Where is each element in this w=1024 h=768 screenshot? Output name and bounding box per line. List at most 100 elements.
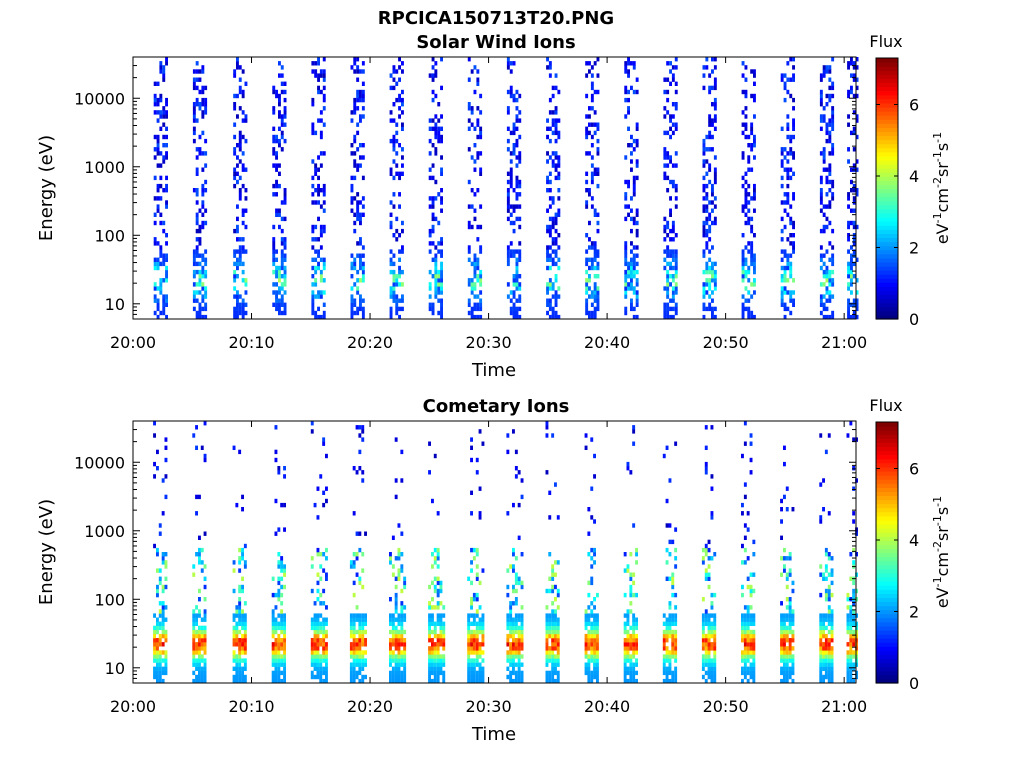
heatmap-cell bbox=[792, 196, 795, 201]
heatmap-cell bbox=[520, 654, 524, 659]
heatmap-cell bbox=[707, 646, 711, 651]
heatmap-cell bbox=[434, 261, 438, 267]
heatmap-cell bbox=[479, 126, 483, 131]
heatmap-cell bbox=[632, 147, 636, 152]
heatmap-cell bbox=[203, 642, 207, 647]
heatmap-cell bbox=[325, 621, 328, 626]
heatmap-cell bbox=[156, 642, 159, 647]
heatmap-cell bbox=[789, 310, 793, 316]
heatmap-cell bbox=[272, 147, 276, 152]
heatmap-cell bbox=[783, 147, 787, 152]
heatmap-cell bbox=[623, 662, 627, 667]
heatmap-cell bbox=[319, 274, 323, 279]
heatmap-cell bbox=[753, 314, 756, 320]
heatmap-cell bbox=[828, 85, 832, 91]
heatmap-cell bbox=[753, 155, 756, 160]
heatmap-cell bbox=[481, 613, 485, 618]
heatmap-cell bbox=[850, 167, 853, 172]
heatmap-cell bbox=[236, 261, 239, 267]
colorbar-segment bbox=[876, 172, 898, 177]
heatmap-cell bbox=[475, 629, 479, 635]
heatmap-cell bbox=[587, 666, 591, 671]
heatmap-cell bbox=[238, 654, 242, 659]
heatmap-cell bbox=[635, 143, 639, 148]
heatmap-cell bbox=[783, 642, 786, 647]
heatmap-cell bbox=[478, 650, 482, 655]
heatmap-cell bbox=[319, 290, 323, 295]
heatmap-cell bbox=[283, 633, 286, 639]
heatmap-cell bbox=[361, 269, 365, 275]
heatmap-cell bbox=[201, 102, 205, 107]
heatmap-cell bbox=[831, 183, 835, 189]
heatmap-cell bbox=[316, 625, 320, 631]
heatmap-cell bbox=[476, 278, 480, 283]
heatmap-cell bbox=[828, 257, 832, 262]
heatmap-cell bbox=[203, 617, 207, 622]
heatmap-cell bbox=[358, 629, 362, 635]
heatmap-cell bbox=[394, 678, 398, 684]
heatmap-cell bbox=[198, 134, 202, 140]
heatmap-cell bbox=[635, 617, 638, 622]
heatmap-cell bbox=[830, 568, 834, 573]
heatmap-cell bbox=[192, 433, 196, 438]
heatmap-cell bbox=[674, 678, 678, 684]
heatmap-cell bbox=[514, 638, 518, 643]
colorbar-segment bbox=[876, 123, 898, 128]
heatmap-cell bbox=[437, 138, 441, 144]
x-tick-label: 20:50 bbox=[703, 697, 749, 716]
heatmap-cell bbox=[356, 290, 360, 295]
heatmap-cell bbox=[238, 629, 242, 635]
colorbar-segment bbox=[876, 519, 898, 525]
colorbar-segment bbox=[876, 475, 898, 480]
heatmap-cell bbox=[280, 118, 284, 123]
heatmap-cell bbox=[627, 61, 630, 66]
heatmap-cell bbox=[192, 290, 196, 295]
heatmap-cell bbox=[479, 130, 483, 136]
heatmap-cell bbox=[635, 621, 638, 626]
heatmap-cell bbox=[476, 294, 480, 299]
heatmap-cell bbox=[158, 523, 162, 528]
heatmap-cell bbox=[548, 110, 552, 115]
heatmap-cell bbox=[316, 642, 320, 647]
heatmap-cell bbox=[201, 192, 205, 197]
heatmap-cell bbox=[356, 163, 360, 168]
heatmap-cell bbox=[626, 670, 630, 676]
heatmap-cell bbox=[635, 163, 639, 168]
heatmap-cell bbox=[431, 498, 434, 504]
heatmap-cell bbox=[433, 670, 437, 676]
heatmap-cell bbox=[158, 642, 162, 647]
heatmap-cell bbox=[847, 249, 850, 254]
heatmap-cell bbox=[635, 650, 638, 655]
heatmap-cell bbox=[556, 654, 560, 659]
heatmap-cell bbox=[749, 629, 753, 635]
heatmap-cell bbox=[395, 216, 399, 222]
heatmap-cell bbox=[322, 257, 326, 262]
heatmap-cell bbox=[669, 249, 672, 254]
heatmap-cell bbox=[278, 73, 281, 78]
heatmap-cell bbox=[283, 662, 286, 667]
heatmap-cell bbox=[397, 552, 401, 557]
heatmap-cell bbox=[389, 552, 392, 557]
heatmap-cell bbox=[783, 167, 787, 172]
heatmap-cell bbox=[200, 666, 204, 671]
heatmap-cell bbox=[852, 220, 856, 226]
heatmap-cell bbox=[475, 646, 479, 651]
heatmap-cell bbox=[159, 175, 163, 181]
heatmap-cell bbox=[713, 261, 717, 267]
heatmap-cell bbox=[590, 143, 594, 148]
heatmap-cell bbox=[358, 638, 362, 643]
heatmap-cell bbox=[785, 662, 789, 667]
heatmap-cell bbox=[514, 678, 518, 684]
heatmap-cell bbox=[243, 560, 247, 565]
heatmap-cell bbox=[201, 220, 205, 226]
heatmap-cell bbox=[822, 674, 825, 680]
heatmap-cell bbox=[428, 601, 431, 606]
heatmap-cell bbox=[783, 249, 787, 254]
heatmap-cell bbox=[850, 274, 853, 279]
heatmap-cell bbox=[233, 249, 237, 254]
heatmap-cell bbox=[792, 241, 795, 246]
y-axis-label-solar-wind: Energy (eV) bbox=[36, 135, 57, 241]
heatmap-cell bbox=[353, 196, 357, 201]
heatmap-cell bbox=[316, 670, 320, 676]
heatmap-cell bbox=[520, 613, 524, 618]
